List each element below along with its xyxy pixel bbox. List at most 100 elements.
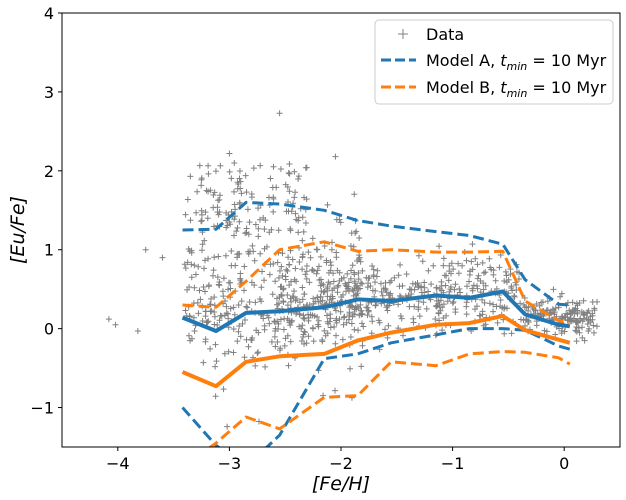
data-point bbox=[378, 288, 385, 295]
data-point bbox=[303, 268, 310, 275]
data-point bbox=[438, 282, 445, 289]
data-point bbox=[227, 285, 234, 292]
data-point bbox=[513, 281, 520, 288]
data-point bbox=[270, 163, 277, 170]
x-tick-label: 0 bbox=[559, 454, 569, 473]
data-point bbox=[295, 176, 302, 183]
data-point bbox=[515, 275, 522, 282]
data-point bbox=[313, 270, 320, 277]
data-point bbox=[207, 187, 214, 194]
data-point bbox=[423, 305, 430, 312]
data-point bbox=[463, 311, 470, 318]
data-point bbox=[482, 269, 489, 276]
data-point bbox=[403, 271, 410, 278]
data-point bbox=[228, 248, 235, 255]
data-point bbox=[475, 272, 482, 279]
data-point bbox=[321, 327, 328, 334]
x-tick-label: −2 bbox=[329, 454, 353, 473]
data-point bbox=[299, 237, 306, 244]
data-point bbox=[587, 319, 594, 326]
data-point bbox=[372, 279, 379, 286]
data-point bbox=[353, 306, 360, 313]
data-point bbox=[399, 282, 406, 289]
data-point bbox=[254, 350, 261, 357]
data-point bbox=[226, 219, 233, 226]
data-point bbox=[363, 304, 370, 311]
data-point bbox=[275, 274, 282, 281]
data-point bbox=[497, 252, 504, 259]
data-point bbox=[280, 299, 287, 306]
data-point bbox=[385, 322, 392, 329]
data-point bbox=[561, 328, 568, 335]
data-point bbox=[593, 323, 600, 330]
data-point bbox=[200, 359, 207, 366]
data-point bbox=[382, 279, 389, 286]
legend-label-model-b: Model B, tmin = 10 Myr bbox=[426, 78, 607, 100]
data-point bbox=[591, 307, 598, 314]
data-point bbox=[503, 272, 510, 279]
data-point bbox=[112, 321, 119, 328]
data-point bbox=[332, 153, 339, 160]
data-point bbox=[223, 224, 230, 231]
data-point bbox=[436, 304, 443, 311]
data-point bbox=[208, 307, 215, 314]
data-point bbox=[480, 280, 487, 287]
data-point bbox=[228, 175, 235, 182]
data-point bbox=[275, 300, 282, 307]
data-point bbox=[356, 252, 363, 259]
data-point bbox=[211, 189, 218, 196]
data-point bbox=[347, 365, 354, 372]
data-point bbox=[365, 308, 372, 315]
data-point bbox=[569, 299, 576, 306]
data-point bbox=[387, 292, 394, 299]
data-point bbox=[205, 282, 212, 289]
data-point bbox=[196, 287, 203, 294]
data-point bbox=[383, 289, 390, 296]
data-point bbox=[251, 257, 258, 264]
data-point bbox=[452, 281, 459, 288]
data-point bbox=[274, 259, 281, 266]
data-point bbox=[326, 280, 333, 287]
data-point bbox=[327, 324, 334, 331]
y-tick-label: −1 bbox=[30, 399, 54, 418]
data-point bbox=[225, 279, 232, 286]
data-point bbox=[333, 249, 340, 256]
data-point bbox=[479, 259, 486, 266]
data-point bbox=[236, 175, 243, 182]
data-point bbox=[384, 307, 391, 314]
data-point bbox=[287, 338, 294, 345]
data-point bbox=[317, 282, 324, 289]
data-point bbox=[305, 314, 312, 321]
data-point bbox=[576, 300, 583, 307]
data-point bbox=[437, 286, 444, 293]
data-point bbox=[249, 242, 256, 249]
data-point bbox=[451, 286, 458, 293]
data-point bbox=[276, 267, 283, 274]
data-point bbox=[250, 248, 257, 255]
data-point bbox=[267, 261, 274, 268]
data-point bbox=[572, 318, 579, 325]
data-point bbox=[282, 335, 289, 342]
data-point bbox=[198, 218, 205, 225]
data-point bbox=[270, 208, 277, 215]
data-point bbox=[567, 315, 574, 322]
model-b-median-line bbox=[181, 314, 571, 389]
data-point bbox=[205, 255, 212, 262]
data-point bbox=[198, 247, 205, 254]
data-point bbox=[314, 246, 321, 253]
data-point bbox=[452, 306, 459, 313]
data-point bbox=[351, 280, 358, 287]
data-point bbox=[288, 278, 295, 285]
data-point bbox=[479, 308, 486, 315]
data-point bbox=[266, 271, 273, 278]
data-point bbox=[345, 279, 352, 286]
data-point bbox=[205, 162, 212, 169]
data-point bbox=[268, 226, 275, 233]
data-point bbox=[134, 328, 141, 335]
data-point bbox=[309, 235, 316, 242]
data-point bbox=[237, 185, 244, 192]
data-point bbox=[379, 292, 386, 299]
data-point bbox=[406, 303, 413, 310]
data-point bbox=[580, 297, 587, 304]
data-point bbox=[400, 332, 407, 339]
